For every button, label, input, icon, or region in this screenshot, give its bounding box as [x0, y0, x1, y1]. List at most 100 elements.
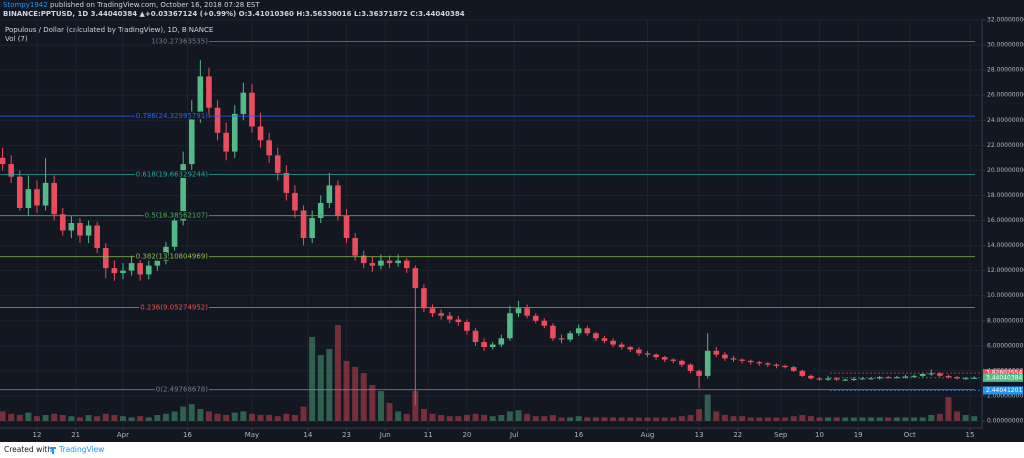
header-line: Stompy1942 published on TradingView.com,… — [3, 1, 260, 9]
candle-body — [171, 220, 178, 247]
volume-bar — [403, 413, 410, 421]
volume-bar — [420, 409, 427, 421]
volume-bar — [386, 403, 393, 421]
candle-body — [902, 376, 909, 378]
volume-bar — [498, 415, 505, 421]
candle-body — [919, 374, 926, 376]
y-tick-label: 16.00000000 — [987, 217, 1024, 224]
quote-line: BINANCE:PPTUSD, 1D 3.44040384 ▲+0.033671… — [3, 10, 465, 18]
candle-body — [558, 338, 565, 340]
candle-body — [214, 107, 221, 133]
candle-body — [0, 157, 6, 165]
candle-body — [515, 308, 522, 314]
y-tick-label: 20.00000000 — [987, 167, 1024, 174]
volume-bar — [274, 416, 281, 421]
volume-bar — [145, 417, 152, 421]
candle-body — [911, 375, 917, 377]
candle-body — [575, 328, 582, 334]
candle-body — [464, 322, 470, 331]
price-tag — [983, 386, 1023, 395]
x-tick-label: Jul — [509, 431, 519, 439]
fib-label: 0(2.49768678) — [156, 386, 208, 394]
y-tick-label: 6.00000000 — [987, 342, 1023, 349]
candle-body — [274, 155, 281, 173]
x-tick-label: 16 — [183, 431, 192, 439]
candle-body — [292, 192, 298, 211]
volume-bar — [756, 417, 763, 421]
candle-body — [326, 185, 333, 203]
volume-bar — [799, 415, 806, 421]
candle-body — [833, 378, 840, 380]
candle-body — [541, 320, 548, 326]
candle-body — [283, 172, 290, 193]
candle-body — [524, 308, 530, 316]
candle-body — [51, 182, 57, 215]
candle-body — [386, 260, 393, 264]
volume-bar — [369, 385, 376, 421]
volume-bar — [283, 413, 290, 421]
y-tick-label: 28.00000000 — [987, 67, 1024, 74]
author-link[interactable]: Stompy1942 — [3, 1, 48, 9]
candle-body — [859, 378, 866, 380]
candle-body — [111, 268, 118, 274]
volume-bar — [360, 373, 367, 421]
published-text: published on TradingView.com, October 16… — [50, 1, 260, 9]
candle-body — [868, 378, 874, 380]
price-tag-label: 3.44040384 — [986, 374, 1022, 381]
volume-bar — [438, 415, 445, 421]
y-tick-label: 10.00000000 — [987, 292, 1024, 299]
volume-bar — [954, 411, 961, 421]
candle-body — [85, 225, 92, 236]
volume-bar — [326, 349, 333, 421]
x-tick-label: Aug — [641, 431, 655, 439]
x-tick-label: May — [245, 431, 259, 439]
volume-bar — [868, 417, 875, 421]
volume-bar — [842, 417, 849, 421]
candle-body — [94, 225, 100, 249]
y-tick-label: 22.00000000 — [987, 142, 1024, 149]
volume-bar — [971, 416, 978, 421]
price-tag — [983, 369, 1023, 378]
fib-label: 0.382(13.10804969) — [136, 253, 209, 261]
footer-brand[interactable]: TradingView — [58, 445, 104, 454]
volume-bar — [558, 417, 565, 421]
candle-body — [240, 92, 247, 114]
candle-body — [765, 363, 771, 365]
candle-body — [584, 328, 591, 334]
candle-body — [257, 126, 264, 141]
volume-bar — [8, 413, 15, 421]
volume-bar — [266, 415, 273, 421]
volume-bar — [291, 415, 298, 421]
candle-body — [618, 344, 625, 348]
candle-body — [954, 377, 960, 379]
candle-body — [507, 313, 513, 339]
candle-body — [851, 379, 857, 381]
price-tag-label: 3.82602554 — [986, 370, 1022, 377]
x-tick-label: 13 — [695, 431, 704, 439]
volume-bar — [429, 413, 436, 421]
volume-bar — [334, 325, 341, 421]
candle-body — [756, 362, 763, 364]
volume-bar — [730, 416, 737, 421]
candle-body — [636, 349, 642, 354]
candle-body — [335, 185, 341, 216]
y-tick-label: 2.00000000 — [987, 392, 1023, 399]
x-tick-label: 16 — [574, 431, 583, 439]
volume-bar — [489, 416, 496, 421]
volume-bar — [567, 417, 574, 421]
volume-bar — [661, 417, 668, 421]
candle-body — [412, 268, 419, 289]
volume-bar — [76, 417, 83, 421]
x-tick-label: 19 — [854, 431, 863, 439]
candle-body — [34, 189, 40, 206]
volume-bar — [33, 416, 40, 421]
candle-body — [266, 140, 272, 156]
candle-body — [971, 377, 978, 379]
volume-bar — [524, 413, 531, 421]
candle-body — [885, 377, 892, 379]
candle-body — [937, 373, 943, 376]
candle-body — [704, 350, 711, 376]
volume-bar — [575, 416, 582, 421]
candle-body — [747, 360, 754, 363]
volume-bar — [739, 416, 746, 421]
